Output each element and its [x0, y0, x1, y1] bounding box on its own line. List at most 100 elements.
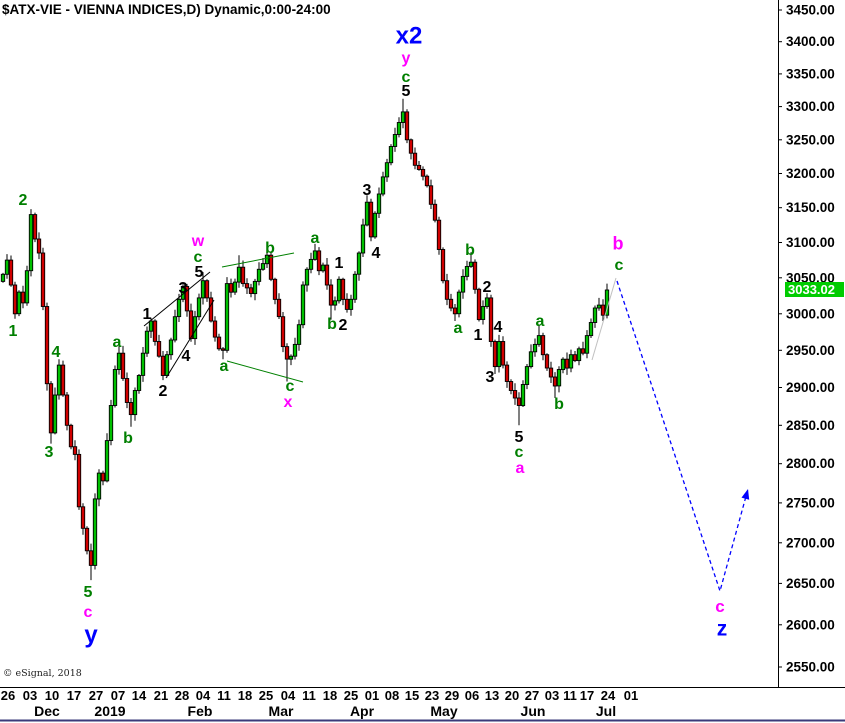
- wave-label-green: 2: [19, 192, 28, 209]
- candle-body: [312, 250, 318, 260]
- candle: [12, 281, 18, 319]
- wave-label-magenta: b: [613, 233, 624, 253]
- candle: [408, 138, 414, 160]
- candle-body: [196, 297, 202, 318]
- wave-label-black: 2: [339, 317, 348, 334]
- candle-body: [448, 298, 454, 309]
- candle: [404, 109, 410, 144]
- candle-body: [112, 369, 118, 406]
- candle: [400, 98, 406, 129]
- candle: [544, 353, 550, 371]
- candle-body: [288, 355, 294, 360]
- price-axis-label: 3400.00: [786, 34, 835, 49]
- candle-body: [472, 261, 478, 290]
- price-axis-label: 3200.00: [786, 166, 835, 181]
- price-axis-label: 2900.00: [786, 380, 835, 395]
- candle-body: [88, 550, 94, 566]
- price-axis-label: 2550.00: [786, 660, 835, 675]
- candle: [356, 251, 362, 281]
- candle-body: [176, 298, 182, 318]
- candle: [116, 342, 122, 375]
- candle-body: [100, 472, 106, 482]
- wave-label-black: 4: [182, 348, 191, 365]
- candle-body: [32, 214, 38, 240]
- wave-label-green: c: [515, 444, 524, 461]
- candle: [596, 297, 602, 311]
- date-tick-label: 29: [445, 688, 459, 703]
- candle-body: [296, 324, 302, 345]
- wave-label-blue: z: [717, 618, 728, 641]
- candle-body: [596, 304, 602, 309]
- candle: [484, 293, 490, 309]
- candle-body: [432, 203, 438, 221]
- candle: [240, 260, 246, 287]
- candle: [500, 336, 506, 369]
- candle-body: [392, 134, 398, 147]
- candle: [20, 285, 26, 309]
- candle-body: [516, 397, 522, 406]
- date-tick-label: 27: [525, 688, 539, 703]
- candle-body: [576, 348, 582, 362]
- candle-body: [148, 320, 154, 332]
- candle-body: [240, 266, 246, 285]
- wave-label-green: c: [194, 249, 203, 266]
- candle-body: [172, 316, 178, 341]
- wave-label-black: 3: [486, 369, 495, 386]
- candle-body: [80, 506, 86, 529]
- candle-body: [456, 291, 462, 315]
- wave-label-green: b: [554, 396, 564, 413]
- candle: [376, 187, 382, 218]
- candle-body: [236, 266, 242, 283]
- month-label: May: [430, 703, 457, 719]
- candle: [476, 287, 482, 322]
- candle: [580, 341, 586, 356]
- candle: [160, 351, 166, 381]
- candle: [48, 381, 54, 444]
- candle-body: [284, 346, 290, 360]
- candle-body: [340, 278, 346, 300]
- date-tick-label: 18: [323, 688, 337, 703]
- candle-body: [212, 320, 218, 338]
- chart-title: $ATX-VIE - VIENNA INDICES,D) Dynamic,0:0…: [2, 2, 331, 17]
- candle-body: [188, 310, 194, 340]
- candle: [536, 325, 542, 347]
- candle-body: [484, 297, 490, 307]
- candle-body: [228, 283, 234, 293]
- candle-body: [140, 352, 146, 376]
- candle-body: [160, 355, 166, 376]
- candle-body: [412, 152, 418, 166]
- candle: [576, 346, 582, 366]
- candle: [520, 380, 526, 407]
- wave-label-green: c: [286, 378, 295, 395]
- candle: [132, 387, 138, 421]
- candle-body: [548, 367, 554, 378]
- candle: [228, 278, 234, 298]
- candle: [600, 299, 606, 321]
- candle: [488, 294, 494, 347]
- candle: [232, 278, 238, 295]
- candle: [108, 399, 114, 446]
- candle: [384, 158, 390, 182]
- trendline-green: [221, 252, 295, 268]
- wave-label-green: b: [465, 242, 475, 259]
- candle-body: [220, 348, 226, 351]
- candle-body: [564, 358, 570, 369]
- candle-body: [168, 339, 174, 356]
- candle-body: [388, 146, 394, 164]
- date-tick-label: 04: [281, 688, 296, 703]
- wave-label-green: 4: [52, 344, 61, 361]
- date-tick-label: 18: [238, 688, 252, 703]
- candle: [252, 278, 258, 301]
- candle: [284, 343, 290, 382]
- candle-body: [164, 354, 170, 376]
- candle-body: [588, 322, 594, 337]
- candle: [88, 543, 94, 581]
- date-tick-label: 14: [132, 688, 147, 703]
- candle: [572, 351, 578, 363]
- projection-line: [616, 280, 749, 594]
- candle: [472, 259, 478, 294]
- candle-body: [324, 264, 330, 286]
- candle: [556, 366, 562, 393]
- candle-body: [208, 297, 214, 322]
